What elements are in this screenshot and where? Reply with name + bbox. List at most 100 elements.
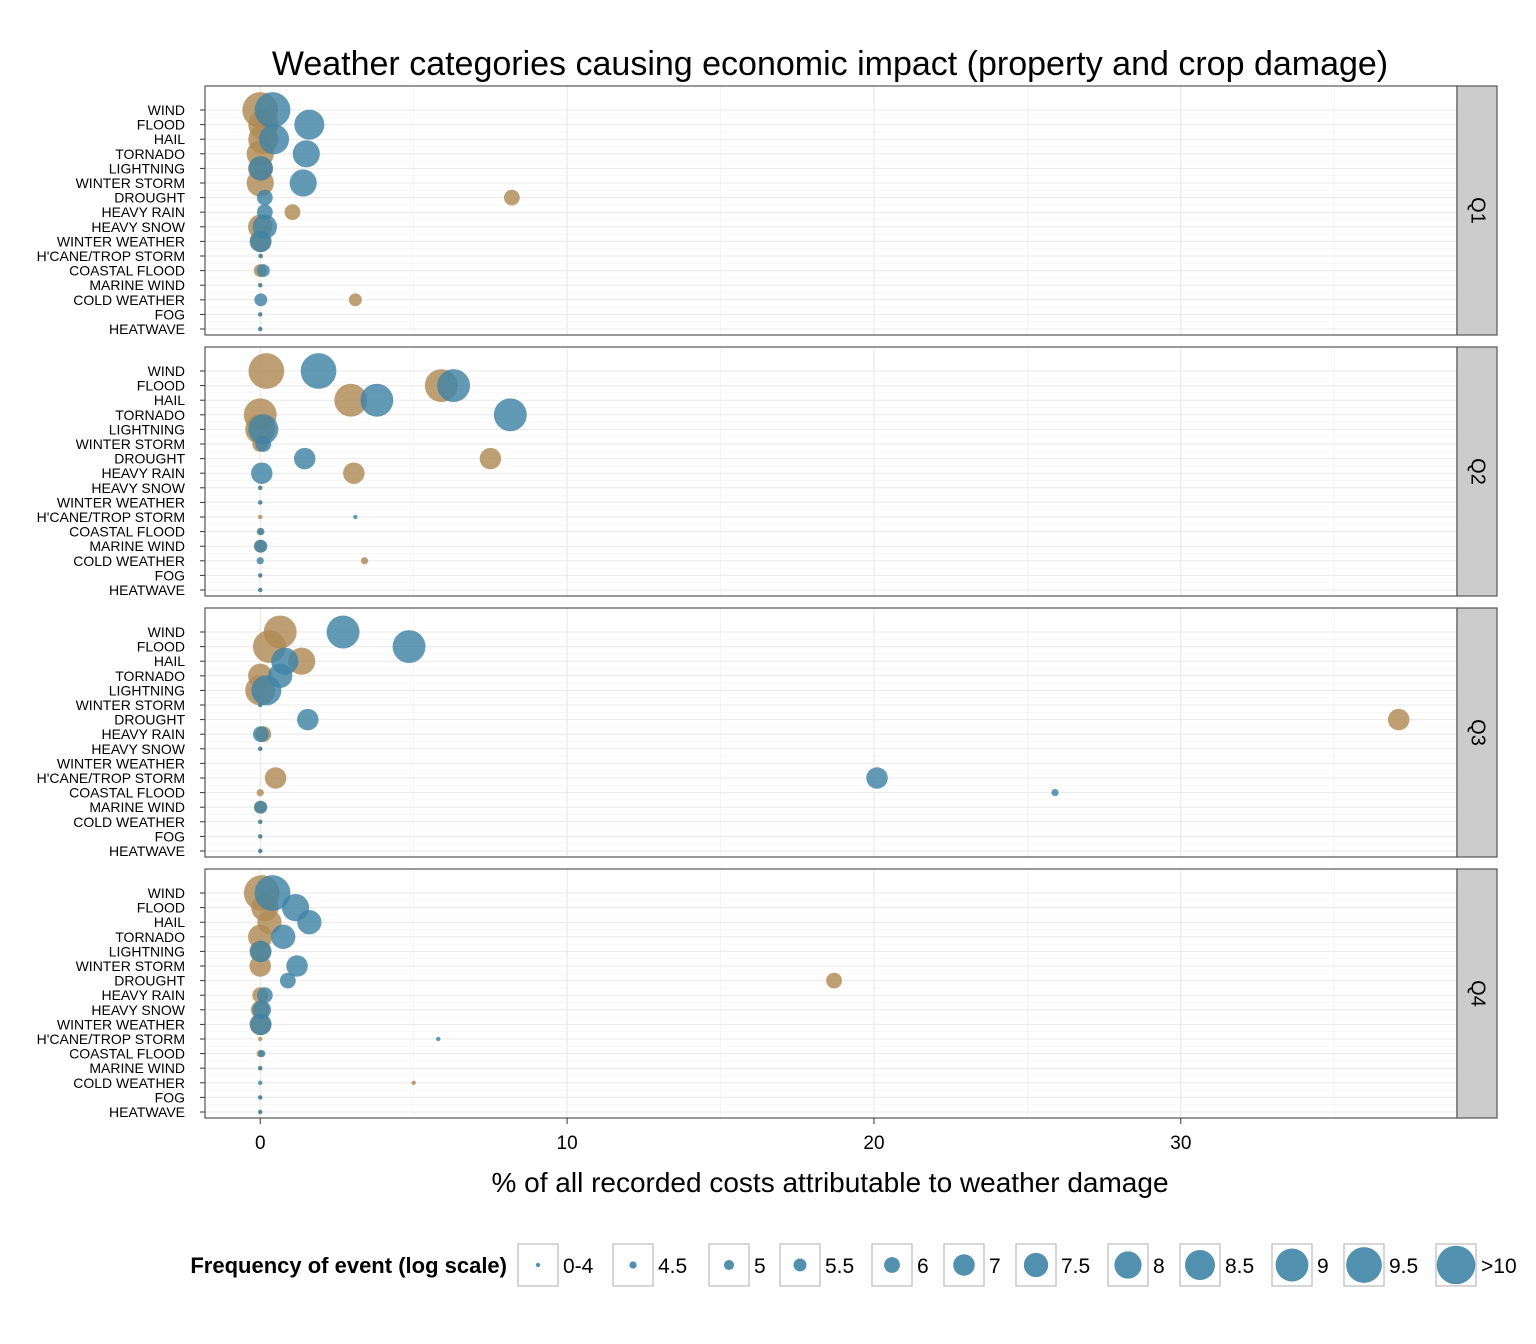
y-tick-label: HEAVY SNOW xyxy=(91,741,185,757)
point-q3-heavy-rain-property xyxy=(252,726,269,743)
legend-key-circle xyxy=(1346,1247,1382,1283)
legend-label: 6 xyxy=(917,1255,929,1278)
point-q1-fog-property xyxy=(258,312,263,317)
legend-label: 9 xyxy=(1317,1255,1329,1278)
point-q2-winter-weather-property xyxy=(258,500,263,505)
y-tick-label: HAIL xyxy=(154,914,185,930)
y-tick-label: WIND xyxy=(148,102,185,118)
y-tick-label: HEAVY SNOW xyxy=(91,480,185,496)
point-q2-winter-storm-property xyxy=(255,436,272,452)
y-tick-label: WIND xyxy=(148,363,185,379)
point-q4-hail-property xyxy=(297,910,322,935)
point-q4-lightning-property xyxy=(250,940,272,963)
point-q1-winter-weather-property xyxy=(250,230,272,253)
point-q3-heavy-snow-property xyxy=(258,746,263,751)
point-q4-h-cane-trop-storm-property xyxy=(436,1036,441,1042)
y-tick-label: WIND xyxy=(148,624,185,640)
legend-label: 7 xyxy=(989,1255,1001,1278)
y-tick-label: HEAVY SNOW xyxy=(91,1002,185,1018)
point-q3-coastal-flood-crop xyxy=(256,788,264,797)
y-tick-label: HAIL xyxy=(154,131,185,147)
point-q4-heatwave-property xyxy=(258,1109,263,1115)
point-q1-lightning-property xyxy=(248,156,274,181)
facet-strip xyxy=(1456,85,1498,336)
x-axis-label: % of all recorded costs attributable to … xyxy=(491,1167,1168,1198)
point-q2-fog-property xyxy=(258,573,263,578)
y-tick-label: FOG xyxy=(155,1089,185,1105)
legend-key-circle xyxy=(1275,1248,1309,1282)
legend-label: 8.5 xyxy=(1225,1255,1254,1278)
y-tick-label: LIGHTNING xyxy=(109,160,185,176)
legend-key-circle xyxy=(793,1258,807,1272)
y-tick-label: HEAVY RAIN xyxy=(101,726,185,742)
point-q4-marine-wind-property xyxy=(258,1066,263,1071)
y-tick-label: FOG xyxy=(155,828,185,844)
point-q2-coastal-flood-property xyxy=(257,527,265,536)
point-q2-wind-property xyxy=(300,353,337,389)
point-q4-cold-weather-crop xyxy=(411,1080,416,1086)
point-q2-cold-weather-crop xyxy=(360,557,369,565)
y-tick-label: FLOOD xyxy=(137,117,185,133)
y-tick-label: HAIL xyxy=(154,653,185,669)
y-tick-label: HEATWAVE xyxy=(109,582,185,598)
facet-strip xyxy=(1456,868,1498,1119)
legend-label: 8 xyxy=(1153,1255,1165,1278)
y-tick-label: WIND xyxy=(148,885,185,901)
point-q2-tornado-property xyxy=(493,398,527,432)
y-tick-label: WINTER STORM xyxy=(76,175,185,191)
point-q3-cold-weather-property xyxy=(258,819,263,824)
legend-label: 7.5 xyxy=(1061,1255,1090,1278)
y-tick-label: TORNADO xyxy=(115,668,185,684)
y-tick-label: WINTER STORM xyxy=(76,436,185,452)
x-tick-label: 10 xyxy=(557,1133,578,1154)
facet-strip xyxy=(1456,607,1498,858)
y-tick-label: H'CANE/TROP STORM xyxy=(37,248,185,264)
point-q1-tornado-property xyxy=(292,140,320,168)
facet-label-q3: Q3 xyxy=(1467,719,1489,746)
y-tick-label: FOG xyxy=(155,567,185,583)
point-q4-coastal-flood-property xyxy=(258,1049,266,1058)
point-q3-marine-wind-property xyxy=(254,800,268,814)
y-tick-label: COASTAL FLOOD xyxy=(69,785,185,801)
point-q4-cold-weather-property xyxy=(258,1080,263,1086)
legend-label: 0-4 xyxy=(563,1255,594,1278)
y-tick-label: COLD WEATHER xyxy=(73,292,185,308)
legend-key-circle xyxy=(1436,1245,1476,1285)
point-q1-heavy-rain-crop xyxy=(284,204,301,221)
point-q1-coastal-flood-property xyxy=(256,264,270,278)
point-q3-lightning-property xyxy=(251,675,282,706)
point-q1-heatwave-property xyxy=(258,326,263,332)
point-q1-winter-storm-property xyxy=(289,169,317,197)
panel-background xyxy=(205,869,1457,1118)
y-tick-label: HEATWAVE xyxy=(109,321,185,337)
legend-key-circle xyxy=(629,1261,637,1269)
y-tick-label: WINTER WEATHER xyxy=(57,494,185,510)
point-q1-marine-wind-property xyxy=(258,283,263,288)
y-tick-label: MARINE WIND xyxy=(89,277,185,293)
point-q3-fog-property xyxy=(258,834,263,839)
point-q3-heatwave-property xyxy=(258,848,263,854)
point-q2-cold-weather-property xyxy=(256,557,264,565)
y-tick-label: FLOOD xyxy=(137,639,185,655)
point-q2-hail-crop xyxy=(334,383,368,417)
panel-background xyxy=(205,347,1457,596)
point-q4-fog-property xyxy=(258,1095,263,1100)
facet-strip xyxy=(1456,346,1498,597)
y-tick-label: LIGHTNING xyxy=(109,943,185,959)
point-q2-marine-wind-property xyxy=(254,539,268,553)
legend-label: 4.5 xyxy=(658,1255,687,1278)
legend-label: 9.5 xyxy=(1389,1255,1418,1278)
facet-label-q1: Q1 xyxy=(1467,197,1489,224)
x-tick-label: 20 xyxy=(863,1133,884,1154)
point-q1-drought-property xyxy=(256,189,273,206)
point-q3-drought-property xyxy=(297,708,319,731)
point-q1-flood-property xyxy=(294,109,325,140)
legend-key-circle xyxy=(723,1259,735,1271)
y-tick-label: HEATWAVE xyxy=(109,1104,185,1120)
y-tick-label: LIGHTNING xyxy=(109,682,185,698)
